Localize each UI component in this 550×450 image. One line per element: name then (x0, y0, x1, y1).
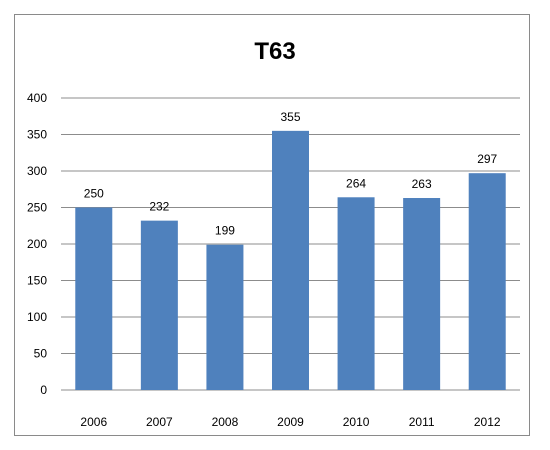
bar (403, 198, 441, 390)
data-label: 263 (412, 177, 432, 191)
data-label: 232 (149, 200, 169, 214)
x-tick-label: 2006 (80, 415, 107, 429)
x-tick-label: 2007 (146, 415, 173, 429)
y-tick-label: 400 (27, 91, 47, 105)
chart-title: T63 (254, 38, 296, 65)
y-tick-label: 100 (27, 310, 47, 324)
data-label: 199 (215, 224, 235, 238)
y-tick-label: 50 (34, 347, 48, 361)
data-label: 297 (477, 152, 497, 166)
x-tick-label: 2008 (212, 415, 239, 429)
data-label: 355 (280, 110, 300, 124)
y-axis-tick-labels: 0 50 100 150 200 250 300 350 400 (27, 91, 47, 397)
y-tick-label: 150 (27, 274, 47, 288)
y-tick-label: 250 (27, 201, 47, 215)
data-label: 250 (84, 187, 104, 201)
y-tick-label: 0 (40, 383, 47, 397)
y-tick-label: 200 (27, 237, 47, 251)
data-labels: 250 232 199 355 264 263 297 (84, 110, 498, 238)
x-tick-label: 2011 (409, 415, 435, 429)
x-tick-label: 2010 (343, 415, 370, 429)
x-tick-label: 2009 (277, 415, 304, 429)
data-label: 264 (346, 176, 366, 190)
bar (206, 244, 244, 390)
x-tick-label: 2012 (474, 415, 501, 429)
bar (272, 130, 309, 390)
y-tick-label: 300 (27, 164, 47, 178)
bar (140, 220, 178, 390)
bar (75, 207, 113, 390)
x-axis-tick-labels: 2006 2007 2008 2009 2010 2011 2012 (80, 415, 500, 429)
y-tick-label: 350 (27, 128, 47, 142)
bar (468, 173, 506, 390)
bars (75, 130, 506, 390)
bar (337, 197, 375, 390)
